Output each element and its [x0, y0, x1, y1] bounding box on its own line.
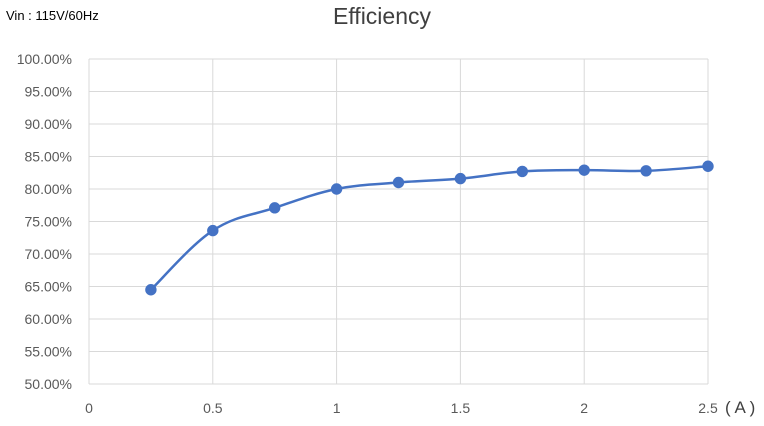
y-axis-ticks: 50.00% 55.00% 60.00% 65.00% 70.00% 75.00% 80.0…: [17, 51, 72, 392]
input-voltage-label: Vin : 115V/60Hz: [6, 8, 99, 23]
y-tick-label: 75.00%: [25, 214, 72, 230]
efficiency-series-line: [150, 165, 709, 291]
y-tick-label: 65.00%: [25, 279, 72, 295]
series-layer: [145, 160, 714, 296]
data-point-marker: [516, 165, 528, 178]
y-tick-label: 55.00%: [25, 344, 72, 360]
x-tick-label: 2: [580, 400, 588, 416]
y-tick-label: 60.00%: [25, 311, 72, 327]
x-tick-label: 0.5: [203, 400, 223, 416]
y-tick-label: 95.00%: [25, 84, 72, 100]
data-point-marker: [578, 164, 590, 176]
data-point-marker: [454, 172, 467, 185]
data-point-marker: [392, 176, 405, 189]
y-tick-label: 70.00%: [25, 246, 72, 262]
data-point-marker: [702, 160, 714, 172]
data-point-marker: [207, 224, 219, 237]
data-point-marker: [269, 202, 281, 214]
data-point-marker: [330, 183, 343, 195]
y-tick-label: 85.00%: [25, 149, 72, 165]
x-tick-label: 1: [333, 400, 341, 416]
x-axis-unit: ( A ): [725, 398, 755, 417]
x-axis-ticks: 0 0.5 1 1.5 2 2.5: [85, 400, 718, 416]
y-tick-label: 90.00%: [25, 116, 72, 132]
data-point-marker: [145, 284, 157, 296]
x-tick-label: 1.5: [451, 400, 471, 416]
x-tick-label: 0: [85, 400, 93, 416]
grid-lines: [88, 58, 709, 385]
y-tick-label: 50.00%: [25, 376, 72, 392]
chart-title: Efficiency: [332, 3, 431, 29]
x-tick-label: 2.5: [698, 400, 718, 416]
y-tick-label: 100.00%: [17, 51, 72, 67]
data-point-marker: [640, 165, 652, 177]
y-tick-label: 80.00%: [25, 181, 72, 197]
